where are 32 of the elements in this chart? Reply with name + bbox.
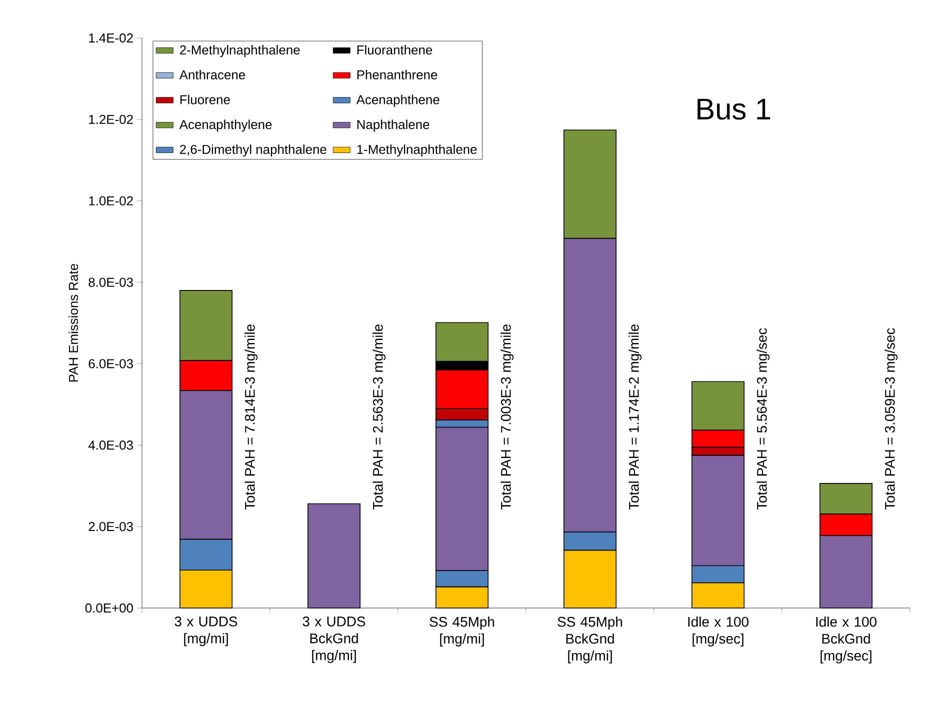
y-tick-label: 1.0E-02 [89, 196, 133, 206]
legend-label: Acenaphthylene [179, 120, 272, 132]
legend-label: Anthracene [179, 70, 246, 80]
total-label: Total PAH = 7.003E-3 mg/mile [500, 324, 514, 510]
total-label: Total PAH = 5.564E-3 mg/sec [756, 328, 770, 510]
total-label: Total PAH = 1.174E-2 mg/mile [628, 324, 642, 510]
total-label: Total PAH = 7.814E-3 mg/mile [244, 324, 258, 510]
x-tick-label: SS 45Mph BckGnd [mg/mi] [558, 616, 622, 664]
legend-label: Fluoranthene [357, 45, 432, 55]
legend-label: 1-Methylnaphthalene [357, 144, 477, 157]
y-tick-label: 0.0E+00 [85, 603, 133, 613]
legend-label: Acenaphthene [356, 94, 440, 107]
y-axis-title: PAH Emissions Rate [68, 264, 78, 382]
y-tick-label: 4.0E-03 [88, 440, 133, 450]
annotation: Bus 1 [698, 98, 770, 120]
legend-label: Naphthalene [357, 120, 430, 132]
x-tick-label: 3 x UDDS BckGnd [mg/mi] [302, 616, 366, 664]
x-tick-label: 3 x UDDS [mg/mi] [174, 616, 238, 646]
legend-label: Fluorene [180, 94, 230, 104]
y-tick-label: 8.0E-03 [88, 278, 133, 287]
total-label: Total PAH = 2.563E-3 mg/mile [372, 324, 386, 510]
x-tick-label: Idle x 100 BckGnd [mg/sec] [816, 616, 876, 664]
total-label: Total PAH = 3.059E-3 mg/sec [884, 328, 898, 510]
x-tick-label: Idle x 100 [mg/sec] [688, 616, 748, 646]
y-tick-label: 6.0E-03 [88, 359, 133, 368]
legend-label: Phenanthrene [357, 70, 438, 80]
x-tick-label: SS 45Mph [mg/mi] [430, 616, 494, 646]
y-tick-label: 1.4E-02 [89, 33, 133, 43]
legend-label: 2,6-Dimethyl naphthalene [180, 144, 326, 157]
legend-label: 2-Methylnaphthalene [180, 45, 300, 58]
y-tick-label: 2.0E-03 [88, 522, 133, 532]
y-tick-label: 1.2E-02 [89, 114, 133, 124]
